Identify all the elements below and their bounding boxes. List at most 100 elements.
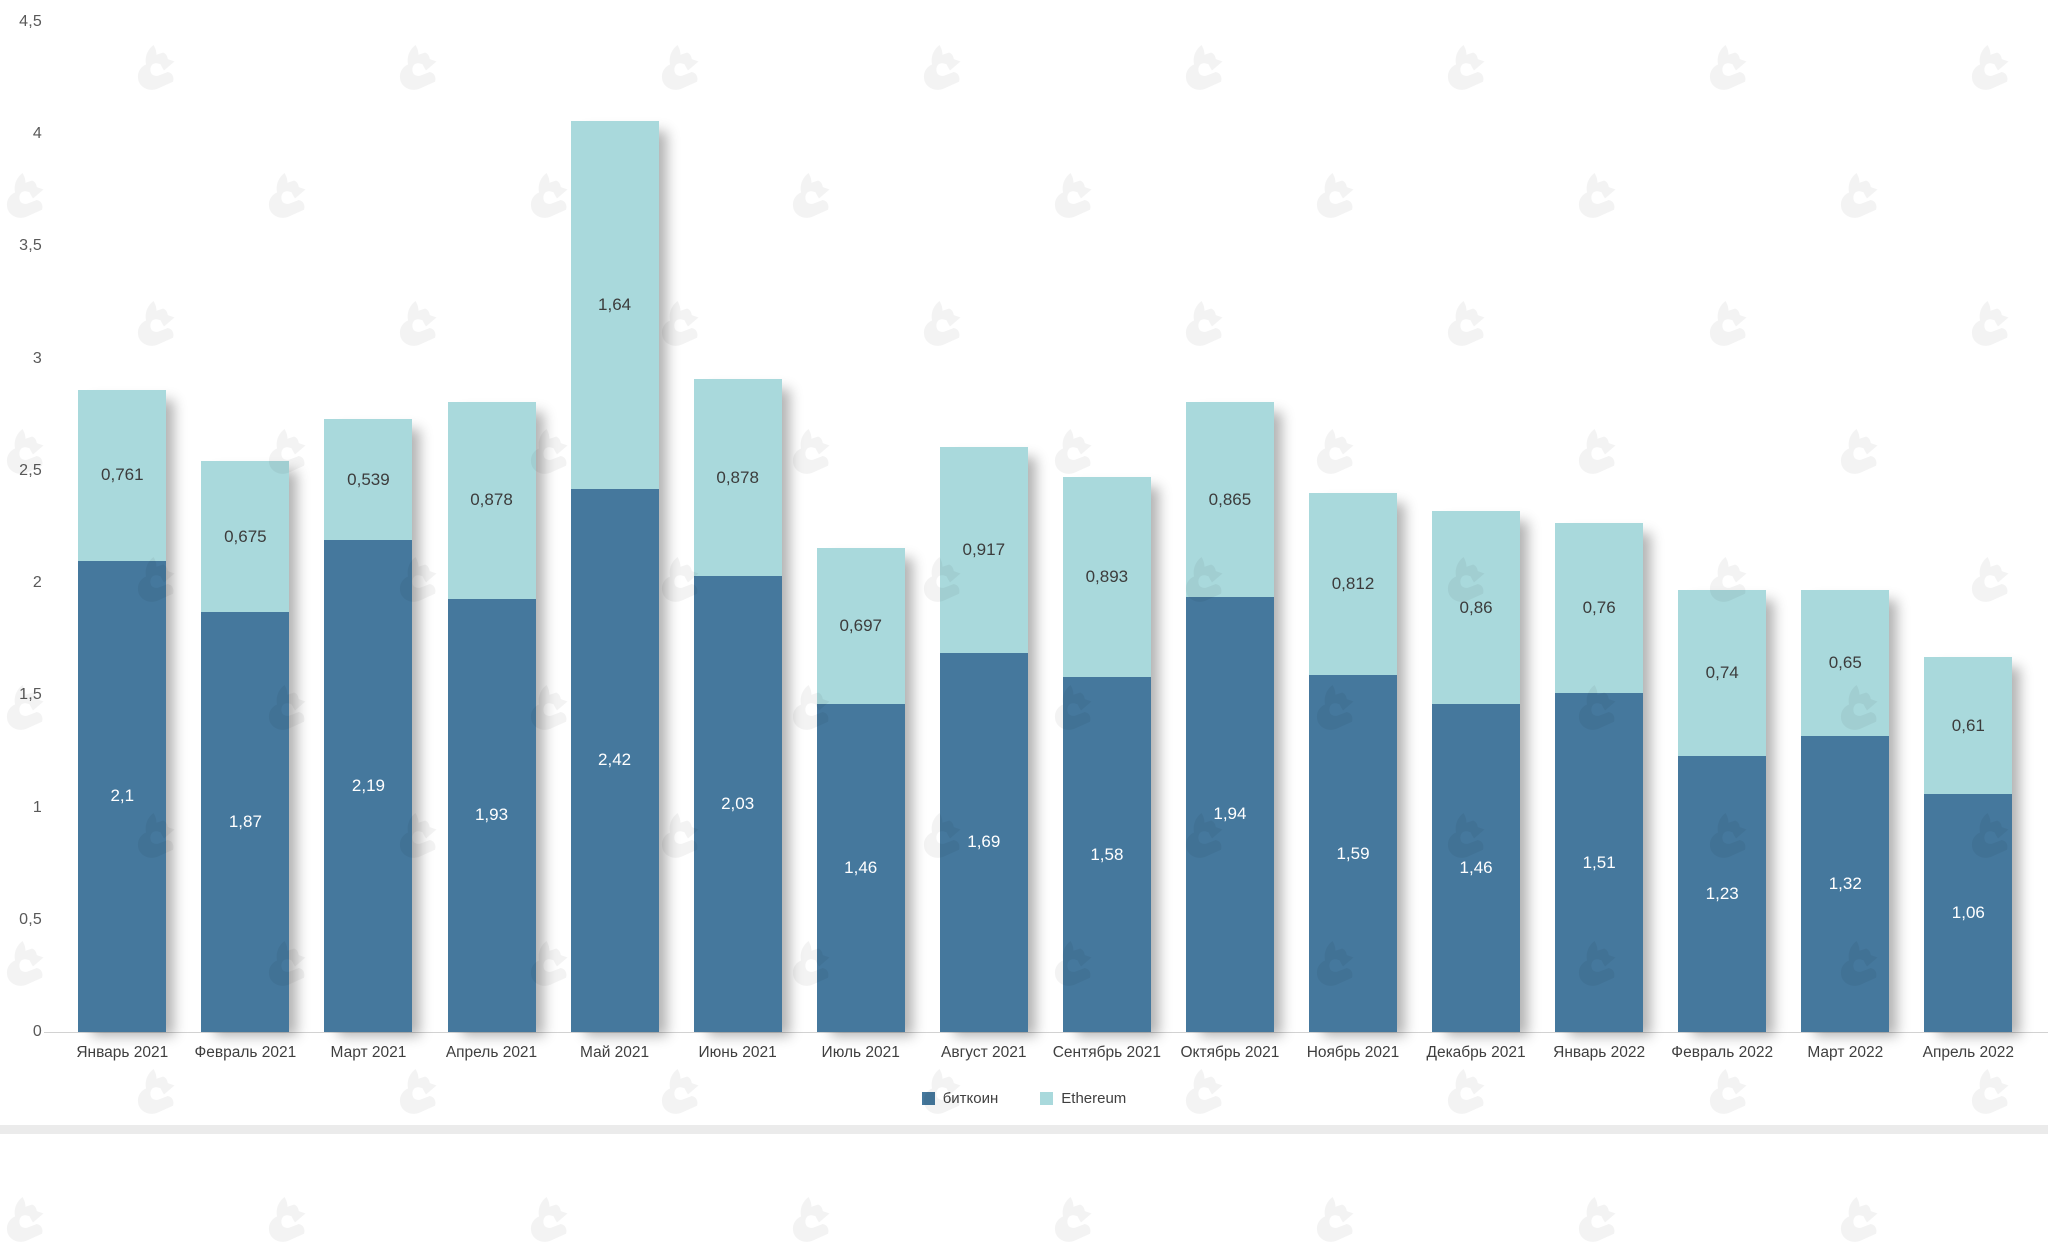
x-tick-label: Март 2022 xyxy=(1807,1044,1884,1061)
bitcoin-segment xyxy=(447,598,536,1032)
bar-13 xyxy=(1555,522,1644,1032)
bitcoin-segment xyxy=(1801,735,1890,1032)
forklog-logo-watermark-icon xyxy=(792,1197,830,1242)
ethereum-segment xyxy=(693,379,782,577)
bitcoin-segment xyxy=(201,612,290,1032)
bitcoin-segment xyxy=(693,576,782,1032)
legend: биткоин Ethereum xyxy=(0,1090,2048,1107)
bitcoin-value-label: 1,32 xyxy=(1828,873,1862,893)
x-tick-label: Февраль 2022 xyxy=(1671,1044,1774,1061)
x-tick-label: Декабрь 2021 xyxy=(1426,1044,1526,1061)
y-tick-label: 2 xyxy=(32,574,42,592)
ethereum-segment xyxy=(1801,589,1890,736)
forklog-logo-watermark-icon xyxy=(268,1197,306,1242)
x-tick-label: Апрель 2022 xyxy=(1922,1044,2015,1061)
bitcoin-value-label: 1,46 xyxy=(1459,858,1493,878)
x-tick-label: Июль 2021 xyxy=(821,1044,900,1061)
bitcoin-value-label: 1,51 xyxy=(1582,852,1616,872)
y-tick-label: 1 xyxy=(32,798,42,816)
y-tick-label: 0 xyxy=(32,1023,42,1040)
ethereum-value-label: 0,878 xyxy=(470,490,513,510)
forklog-logo-watermark-icon xyxy=(1840,1197,1878,1242)
ethereum-segment xyxy=(78,389,167,561)
forklog-logo-watermark-icon xyxy=(6,1197,44,1242)
bitcoin-value-label: 1,23 xyxy=(1705,883,1739,903)
bitcoin-value-label: 2,1 xyxy=(110,786,135,806)
bitcoin-segment xyxy=(1309,675,1397,1032)
legend-item-ethereum: Ethereum xyxy=(1040,1090,1126,1107)
x-tick-label: Сентябрь 2021 xyxy=(1052,1044,1161,1061)
bitcoin-segment xyxy=(78,560,167,1032)
x-tick-label: Март 2021 xyxy=(330,1044,407,1061)
bar-10 xyxy=(1185,402,1274,1032)
y-tick-label: 4,5 xyxy=(19,13,42,30)
forklog-logo-watermark-icon xyxy=(530,1197,568,1242)
ethereum-value-label: 0,761 xyxy=(101,465,144,485)
x-tick-label: Октябрь 2021 xyxy=(1180,1044,1280,1061)
bar-9 xyxy=(1062,476,1151,1032)
bar-2 xyxy=(201,460,290,1032)
bar-16 xyxy=(1924,657,2013,1032)
bitcoin-value-label: 1,58 xyxy=(1090,844,1124,864)
ethereum-segment xyxy=(1309,492,1397,676)
bar-1 xyxy=(78,389,167,1032)
x-tick-label: Апрель 2021 xyxy=(445,1044,538,1061)
x-tick-label: Август 2021 xyxy=(941,1044,1027,1061)
bitcoin-segment xyxy=(324,540,413,1032)
y-tick-label: 3 xyxy=(32,349,42,367)
ethereum-value-label: 0,878 xyxy=(716,467,759,487)
bitcoin-value-label: 1,93 xyxy=(474,805,509,825)
bitcoin-segment xyxy=(1062,677,1151,1032)
bar-12 xyxy=(1432,511,1521,1032)
ethereum-value-label: 0,65 xyxy=(1828,652,1862,672)
x-tick-label: Май 2021 xyxy=(580,1044,650,1061)
bar-8 xyxy=(939,446,1028,1032)
bitcoin-value-label: 1,06 xyxy=(1951,903,1985,923)
bitcoin-value-label: 2,03 xyxy=(721,794,755,814)
bar-11 xyxy=(1309,492,1397,1032)
ethereum-segment xyxy=(570,120,659,489)
ethereum-value-label: 0,76 xyxy=(1582,597,1616,617)
bitcoin-value-label: 1,59 xyxy=(1336,843,1370,863)
x-tick-label: Январь 2021 xyxy=(76,1044,169,1061)
x-tick-label: Ноябрь 2021 xyxy=(1306,1044,1400,1061)
legend-label-bitcoin: биткоин xyxy=(942,1090,999,1107)
ethereum-segment xyxy=(324,419,413,541)
x-tick-label: Февраль 2021 xyxy=(194,1044,297,1061)
ethereum-value-label: 0,86 xyxy=(1459,597,1493,617)
y-tick-label: 1,5 xyxy=(19,686,42,704)
x-axis-line xyxy=(44,1032,2048,1033)
ethereum-value-label: 0,675 xyxy=(224,526,267,546)
ethereum-segment xyxy=(1678,589,1767,756)
y-tick-label: 3,5 xyxy=(19,237,42,255)
ethereum-segment xyxy=(1555,522,1644,694)
forklog-logo-watermark-icon xyxy=(1316,1197,1354,1242)
ethereum-value-label: 0,697 xyxy=(839,616,882,636)
ethereum-value-label: 0,812 xyxy=(1331,574,1375,593)
ethereum-segment xyxy=(1432,511,1521,705)
bitcoin-value-label: 2,19 xyxy=(351,776,385,796)
y-tick-label: 4 xyxy=(32,125,42,143)
bitcoin-value-label: 1,69 xyxy=(967,832,1001,852)
ethereum-segment xyxy=(1062,476,1151,678)
ethereum-value-label: 0,893 xyxy=(1085,567,1129,587)
ethereum-value-label: 0,61 xyxy=(1951,715,1985,735)
ethereum-value-label: 1,64 xyxy=(598,294,632,314)
x-tick-label: Июнь 2021 xyxy=(698,1044,777,1061)
y-axis: 0 0,5 1 1,5 2 2,5 3 3,5 4 4,5 xyxy=(19,13,42,1040)
forklog-logo-watermark-icon xyxy=(1054,1197,1092,1242)
bitcoin-segment xyxy=(939,652,1028,1032)
bitcoin-value-label: 1,46 xyxy=(844,858,878,878)
bar-5 xyxy=(570,120,659,1032)
ethereum-value-label: 0,539 xyxy=(347,469,390,489)
bitcoin-value-label: 2,42 xyxy=(598,750,632,770)
stacked-bar-chart: 0 0,5 1 1,5 2 2,5 3 3,5 4 4,5 0,761 2,1 0,675 1,87 0,… xyxy=(0,13,2048,1242)
bars-area: 0,761 2,1 0,675 1,87 0,539 2,19 0,878 1,93 1,64 2… xyxy=(78,120,2013,1032)
bar-6 xyxy=(693,379,782,1032)
bar-15 xyxy=(1801,589,1890,1032)
y-tick-label: 2,5 xyxy=(19,461,42,479)
forklog-logo-watermark-icon xyxy=(1578,1197,1616,1242)
ethereum-segment xyxy=(939,446,1028,653)
ethereum-segment xyxy=(816,547,905,705)
bar-4 xyxy=(447,401,536,1032)
